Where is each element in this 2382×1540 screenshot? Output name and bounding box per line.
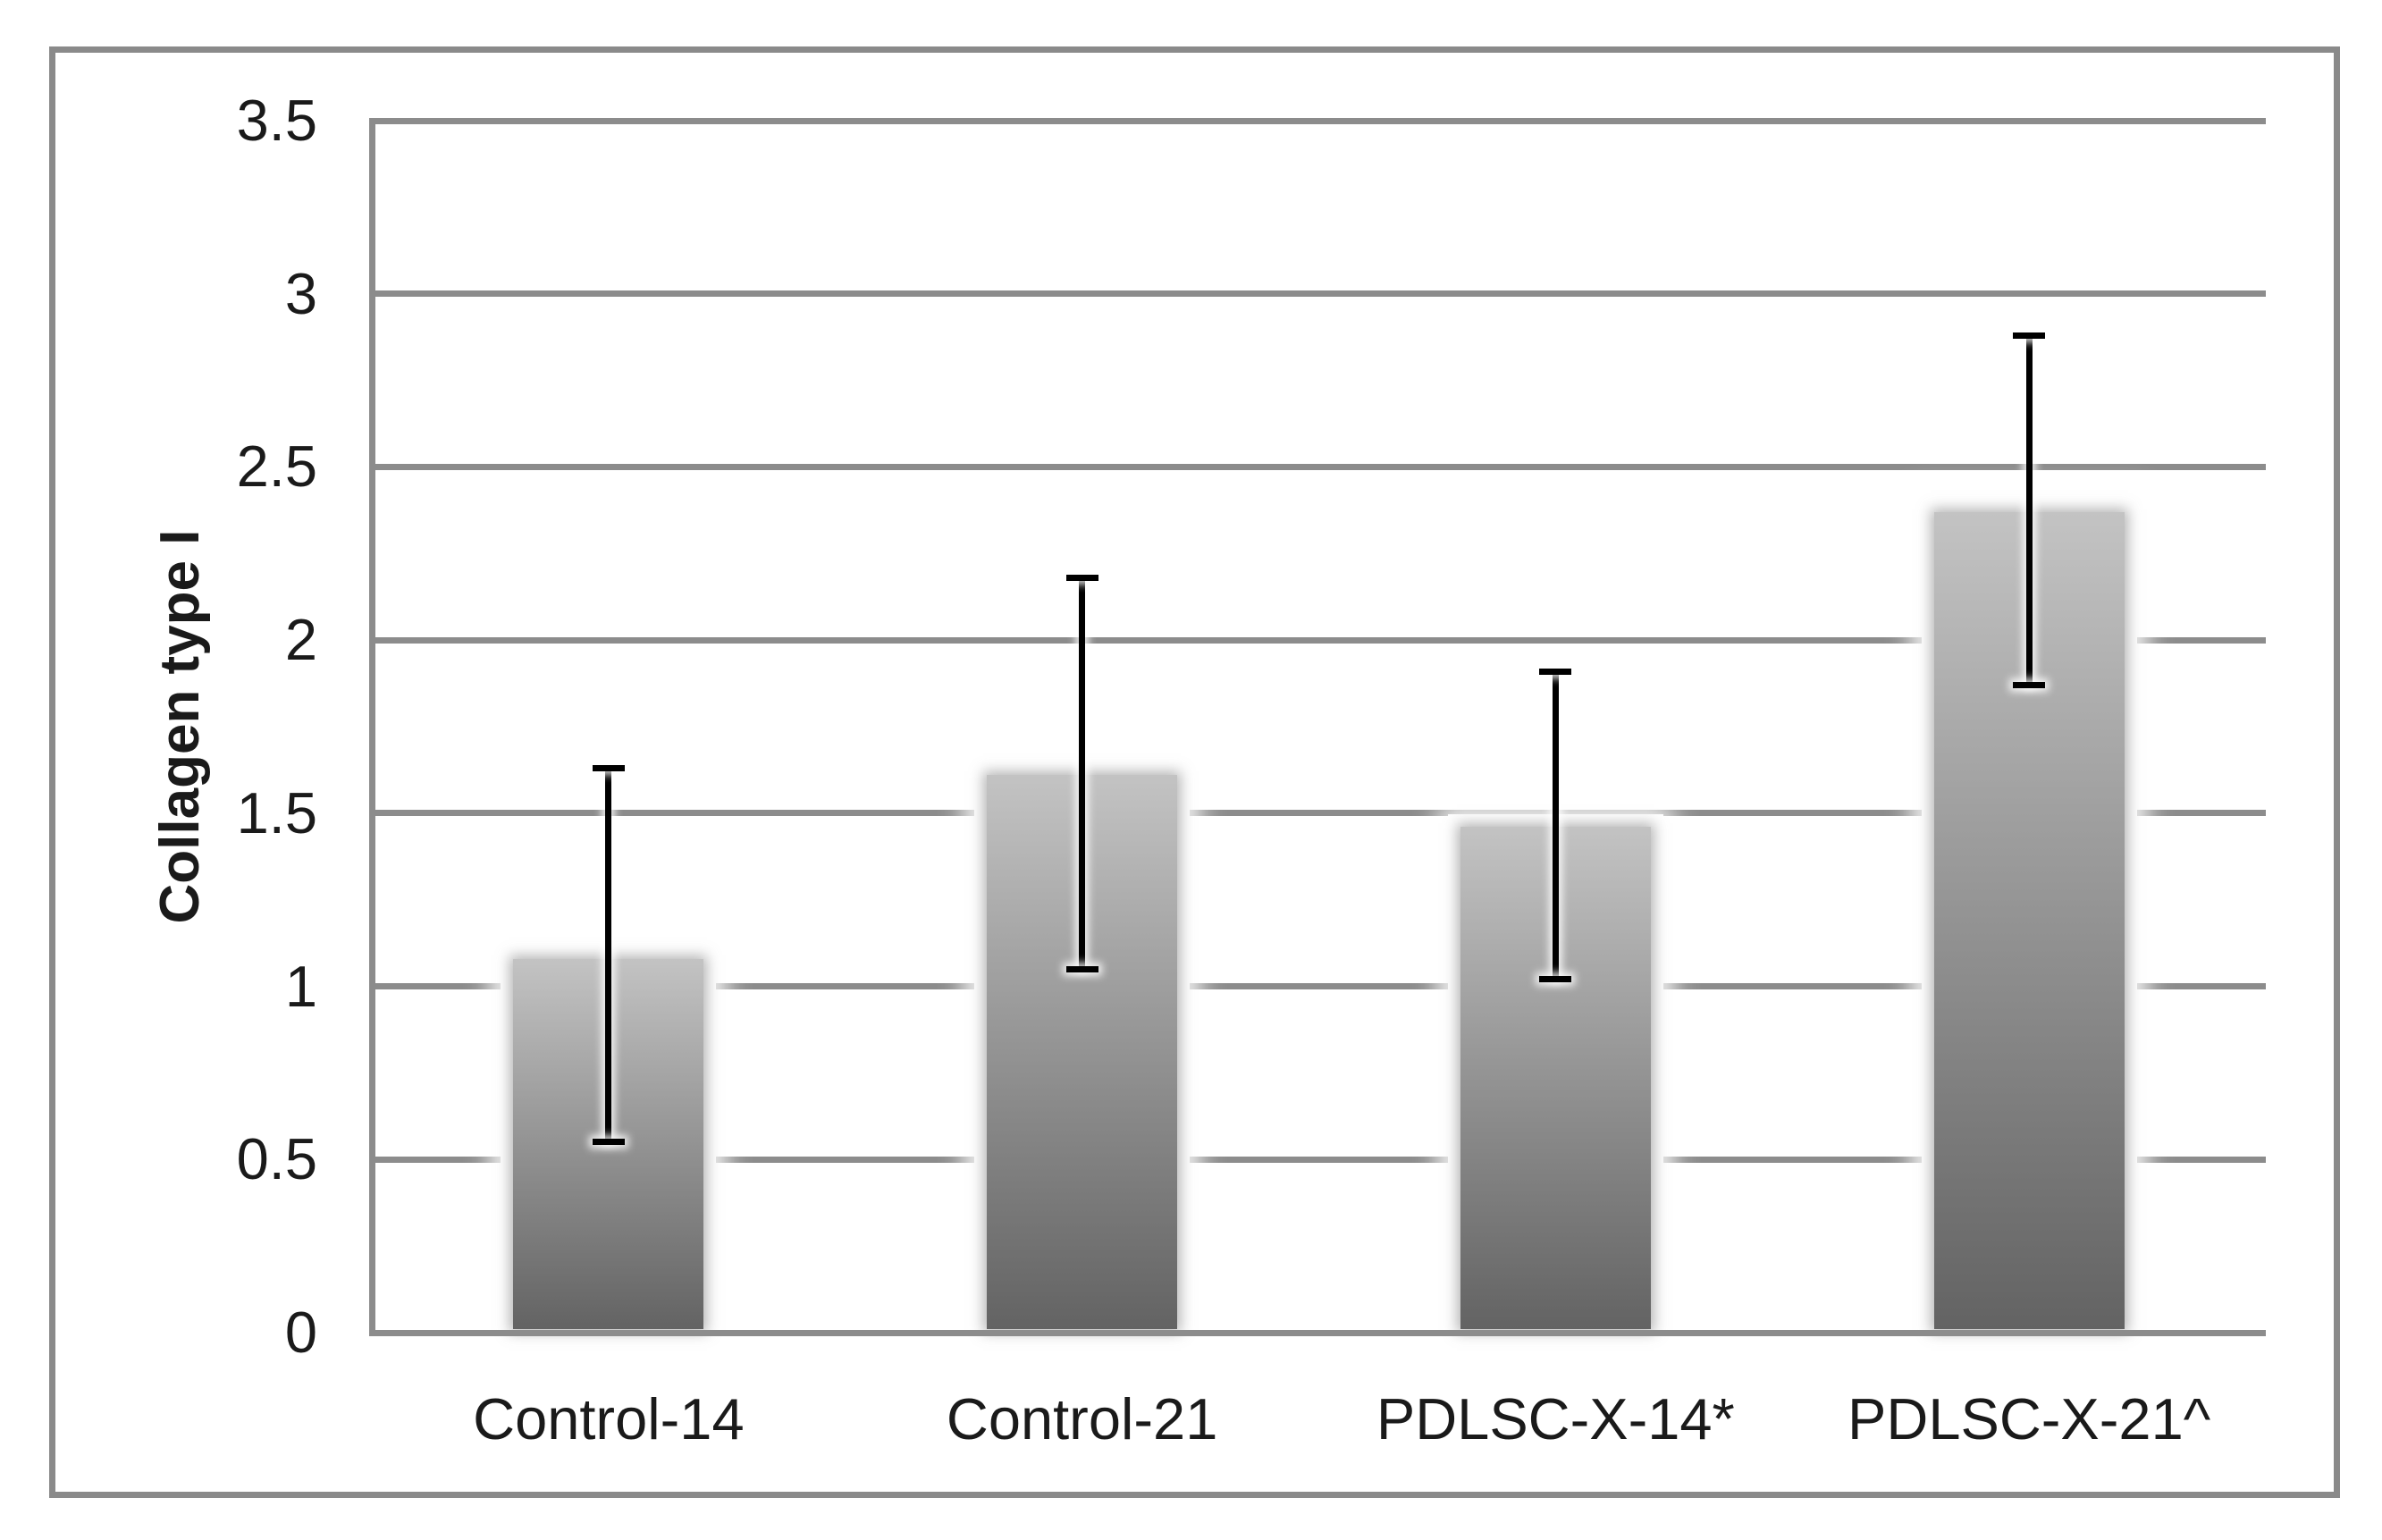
error-bar-cap-bottom-pdlsc-x-14: [1539, 976, 1572, 983]
x-category-label-control-14: Control-14: [473, 1386, 745, 1452]
y-axis-line: [369, 117, 375, 1336]
plot-area: Collagen type I 0 0.5 1 1.5 2 2.5 3 3.5 Control-…: [149, 88, 2266, 1452]
x-category-label-pdlsc-x-14: PDLSC-X-14*: [1376, 1386, 1735, 1452]
y-tick-label-3-5: 3.5: [236, 88, 317, 153]
error-bar-line-control-14: [605, 768, 612, 1142]
y-tick-label-1-5: 1.5: [236, 779, 317, 846]
gridline-0.5: [372, 1156, 2266, 1163]
error-bar-cap-bottom-pdlsc-x-21: [2013, 682, 2046, 688]
y-axis-title: Collagen type I: [149, 529, 211, 924]
x-category-label-control-21: Control-21: [946, 1386, 1218, 1452]
y-tick-label-3: 3: [284, 260, 317, 326]
y-tick-label-2-5: 2.5: [236, 433, 317, 500]
error-bar-cap-bottom-control-21: [1065, 965, 1098, 972]
gridline-1: [372, 983, 2266, 990]
error-bar-line-control-21: [1079, 577, 1086, 970]
error-bar-cap-top-control-21: [1065, 574, 1098, 581]
chart-frame: Collagen type I 0 0.5 1 1.5 2 2.5 3 3.5 Control-…: [49, 46, 2340, 1498]
gridline-1.5: [372, 810, 2266, 817]
y-tick-label-0: 0: [284, 1300, 317, 1365]
gridline-2: [372, 636, 2266, 644]
y-tick-label-0-5: 0.5: [236, 1126, 317, 1192]
x-axis-line: [372, 1329, 2266, 1336]
y-tick-label-2: 2: [284, 607, 317, 673]
error-bar-line-pdlsc-x-14: [1552, 671, 1559, 980]
gridline-2.5: [372, 463, 2266, 470]
gridline-3.5: [372, 117, 2266, 124]
error-bar-cap-top-control-14: [592, 764, 625, 771]
error-bar-cap-top-pdlsc-x-14: [1539, 668, 1572, 675]
error-bar-cap-top-pdlsc-x-21: [2013, 332, 2046, 339]
x-category-label-pdlsc-x-21: PDLSC-X-21^: [1848, 1386, 2211, 1452]
error-bar-line-pdlsc-x-21: [2025, 335, 2033, 686]
error-bar-cap-bottom-control-14: [592, 1139, 625, 1146]
y-tick-label-1: 1: [284, 953, 317, 1019]
gridline-3: [372, 290, 2266, 298]
